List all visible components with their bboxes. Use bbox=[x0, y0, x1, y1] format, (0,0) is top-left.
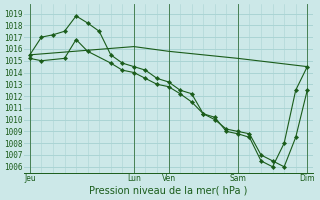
X-axis label: Pression niveau de la mer( hPa ): Pression niveau de la mer( hPa ) bbox=[89, 186, 248, 196]
